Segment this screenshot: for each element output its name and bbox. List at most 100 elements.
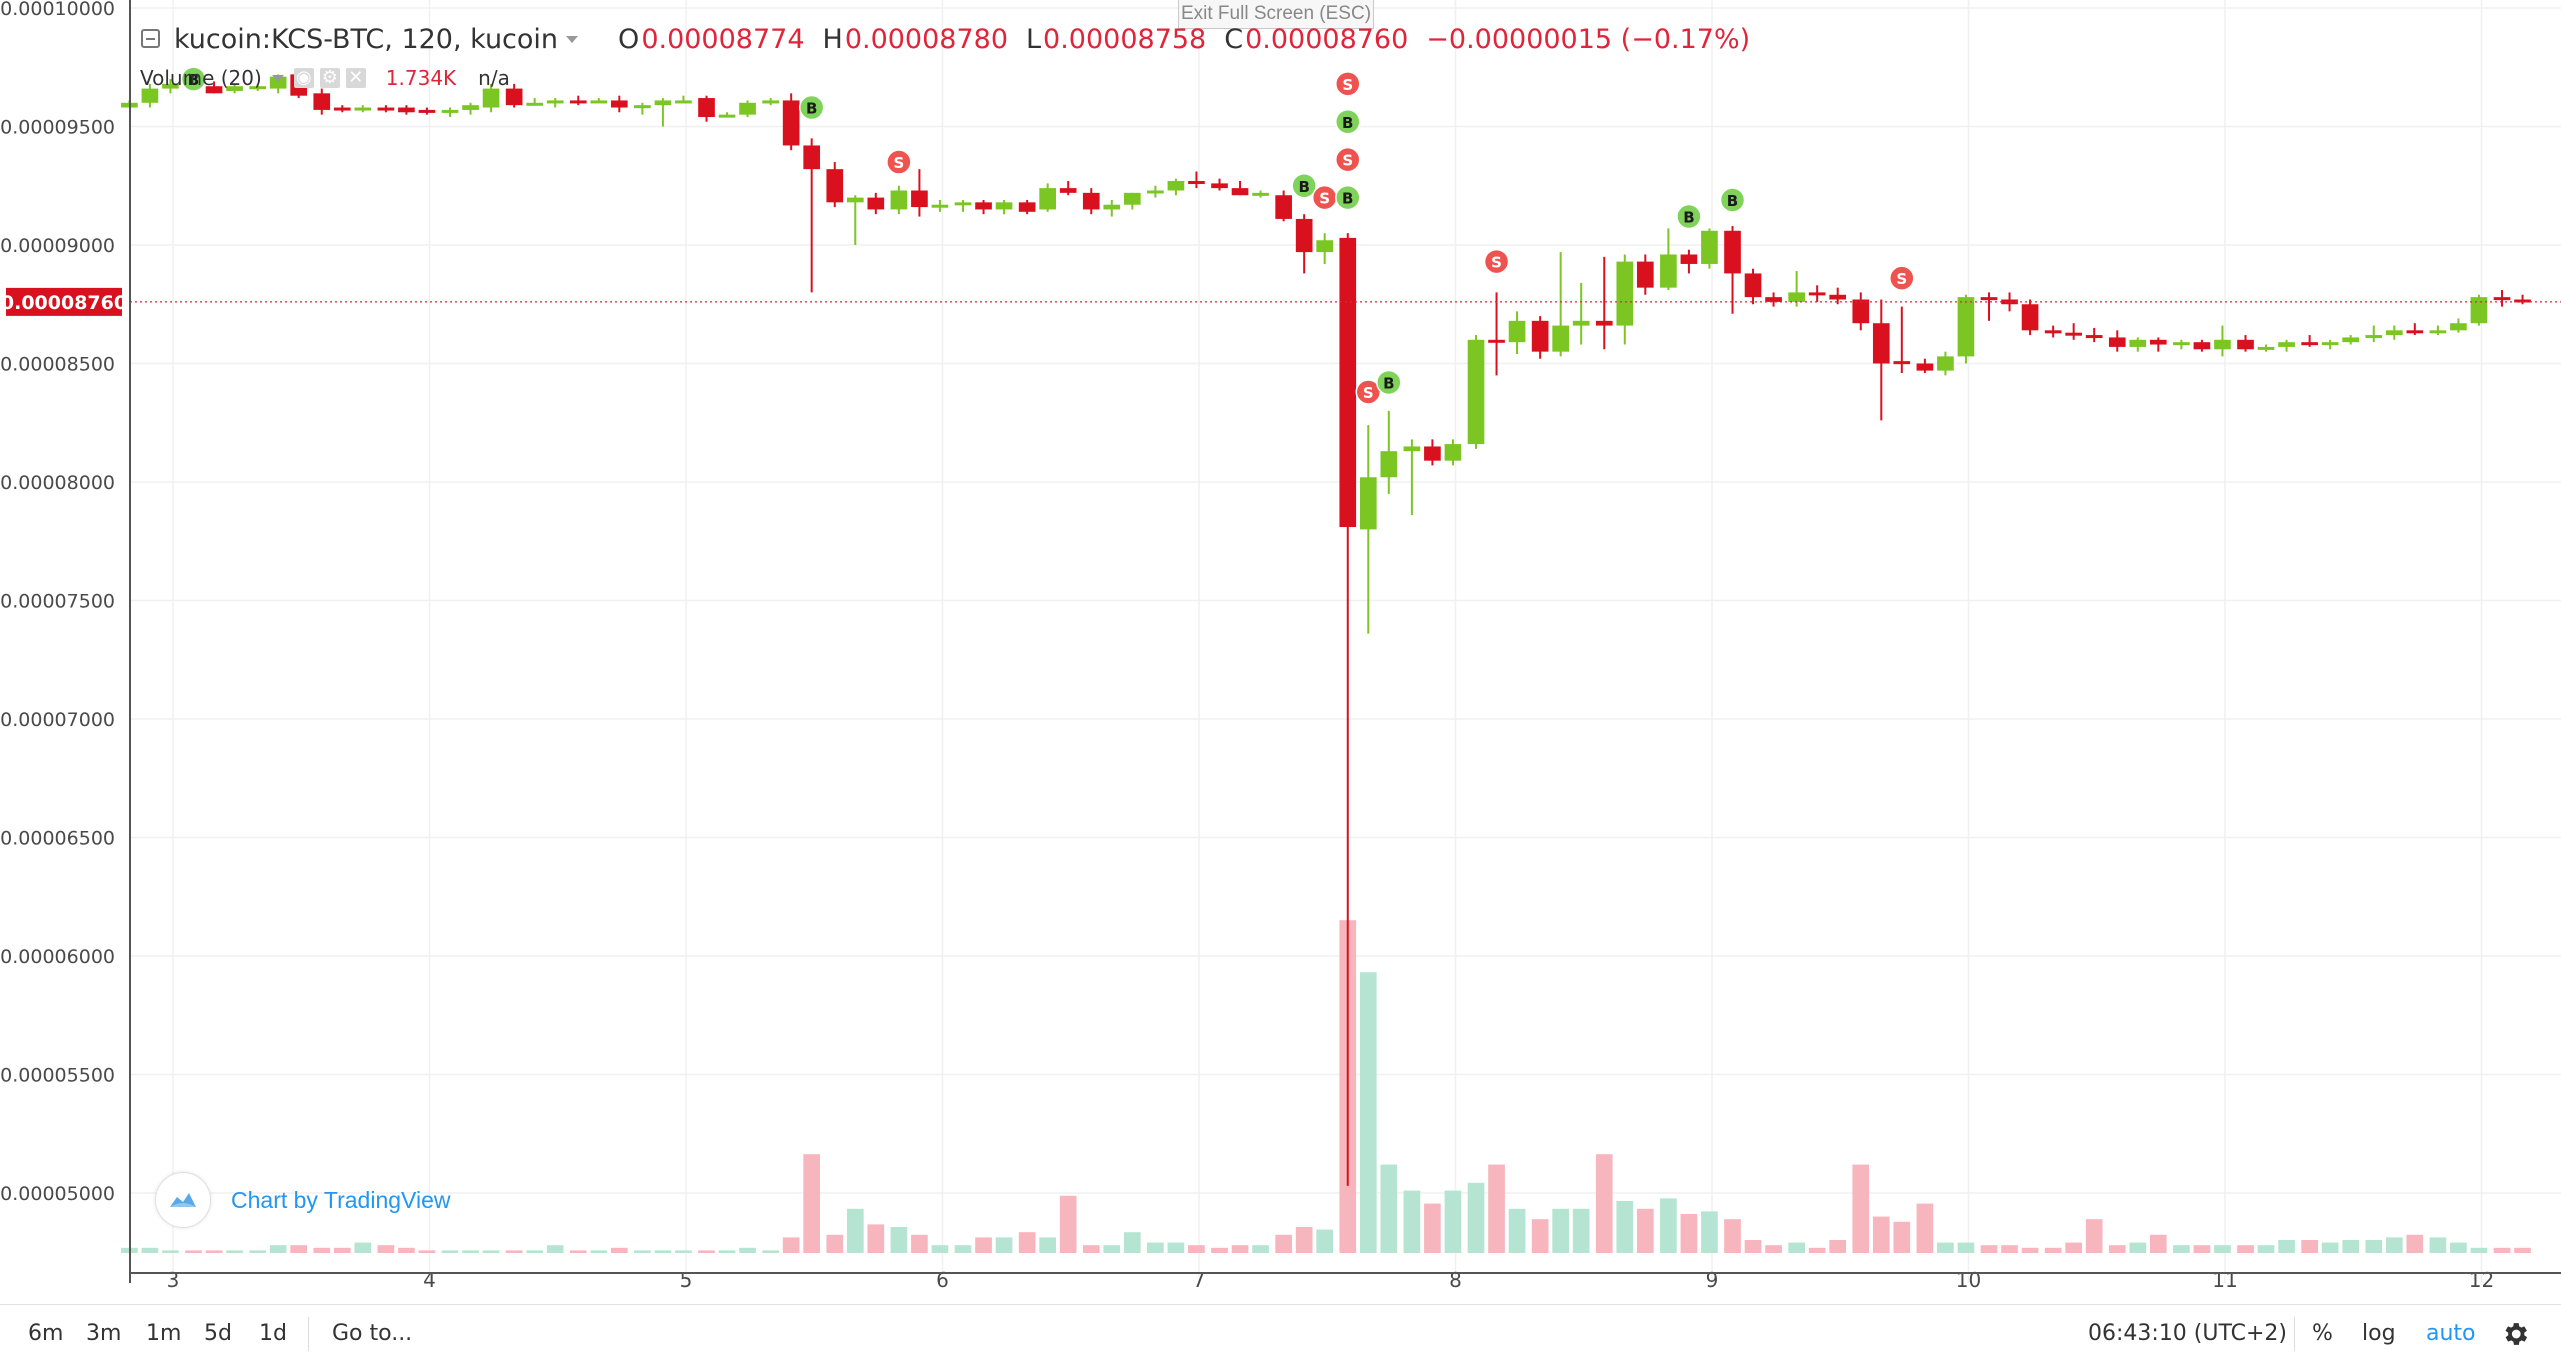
symbol-title[interactable]: kucoin:KCS-BTC, 120, kucoin <box>174 24 559 55</box>
candle-body <box>162 83 179 89</box>
sell-marker[interactable]: S <box>1311 184 1338 211</box>
buy-marker[interactable]: B <box>1676 203 1702 230</box>
candle-body <box>2493 297 2511 301</box>
range-1d-button[interactable]: 1d <box>259 1321 287 1346</box>
volume-value: 1.734K <box>385 66 457 90</box>
volume-bar <box>1167 1242 1185 1253</box>
chevron-down-icon[interactable] <box>566 36 579 43</box>
buy-marker[interactable]: B <box>1335 184 1361 211</box>
chevron-down-icon[interactable] <box>271 74 284 82</box>
candle-body <box>354 107 372 111</box>
volume-bar <box>546 1245 564 1253</box>
x-tick-label: 4 <box>423 1268 436 1292</box>
volume-bar <box>762 1250 779 1253</box>
buy-marker[interactable]: B <box>1719 187 1746 213</box>
buy-marker[interactable]: B <box>1291 173 1317 199</box>
candle-body <box>2065 332 2082 336</box>
y-tick-label: 0.00007500 <box>0 591 115 613</box>
volume-bar <box>1295 1227 1313 1253</box>
high-value: 0.00008780 <box>844 24 1008 55</box>
sell-marker[interactable]: S <box>1335 146 1361 173</box>
candle-body <box>1339 237 1357 528</box>
log-scale-toggle[interactable]: log <box>2362 1321 2396 1346</box>
range-3m-button[interactable]: 3m <box>86 1321 122 1346</box>
volume-bar <box>911 1234 928 1253</box>
volume-bar <box>1359 972 1377 1253</box>
clock-timezone[interactable]: 06:43:10 (UTC+2) <box>2088 1321 2288 1346</box>
volume-bar <box>1488 1164 1505 1253</box>
volume-bar <box>377 1245 395 1253</box>
candle-body <box>654 100 672 106</box>
volume-bar <box>2301 1240 2318 1253</box>
candle-body <box>1893 361 1911 365</box>
volume-bar <box>205 1250 223 1253</box>
marker-label: B <box>1727 192 1738 210</box>
candle-body <box>2278 342 2295 347</box>
candle-body <box>995 202 1013 210</box>
close-icon[interactable]: ✕ <box>345 68 366 88</box>
candle-body <box>1531 320 1549 352</box>
candle-body <box>1295 218 1313 253</box>
candlestick-series <box>121 69 2531 1186</box>
candle-body <box>590 100 608 104</box>
auto-scale-toggle[interactable]: auto <box>2426 1321 2476 1346</box>
last-price-label: 0.00008760 <box>1 292 127 314</box>
sell-marker[interactable]: S <box>1335 71 1361 97</box>
volume-bar <box>526 1250 543 1253</box>
eye-icon[interactable]: ◉ <box>293 68 314 88</box>
buy-marker[interactable]: B <box>1335 109 1361 135</box>
candle-body <box>1167 181 1185 191</box>
marker-label: S <box>1896 270 1907 288</box>
range-1m-button[interactable]: 1m <box>146 1321 182 1346</box>
volume-bar <box>1765 1245 1782 1253</box>
buy-marker[interactable]: B <box>798 94 825 121</box>
tradingview-attribution[interactable]: Chart by TradingView <box>155 1172 450 1228</box>
sell-marker[interactable]: S <box>1483 248 1510 275</box>
volume-bar <box>2470 1247 2488 1253</box>
candle-body <box>1275 195 1292 219</box>
settings-gear-icon[interactable] <box>2500 1319 2530 1349</box>
collapse-legend-button[interactable] <box>141 29 160 48</box>
volume-bar <box>1252 1245 1269 1253</box>
volume-bar <box>1893 1221 1911 1253</box>
volume-bar <box>975 1237 992 1253</box>
goto-date-button[interactable]: Go to... <box>332 1321 413 1346</box>
candle-body <box>1444 444 1462 461</box>
range-5d-button[interactable]: 5d <box>204 1321 232 1346</box>
volume-bar <box>2385 1237 2403 1253</box>
volume-bar <box>441 1250 459 1253</box>
volume-bar <box>2085 1219 2103 1253</box>
y-tick-label: 0.00006500 <box>0 828 115 850</box>
volume-bar <box>1916 1203 1934 1253</box>
gear-icon[interactable]: ⚙ <box>319 67 340 88</box>
candle-body <box>698 98 715 118</box>
volume-indicator-label[interactable]: Volume (20) <box>140 66 262 90</box>
volume-bar <box>1188 1245 1205 1253</box>
marker-label: S <box>893 154 904 172</box>
percent-scale-toggle[interactable]: % <box>2312 1321 2333 1346</box>
candle-body <box>1059 188 1077 193</box>
volume-bar <box>1788 1242 1805 1253</box>
candle-body <box>1211 183 1228 189</box>
candle-body <box>803 145 821 170</box>
y-tick-label: 0.00008000 <box>0 472 115 494</box>
volume-bar <box>141 1247 159 1253</box>
candle-body <box>2321 342 2339 346</box>
sell-marker[interactable]: S <box>1889 265 1915 291</box>
sell-marker[interactable]: S <box>886 149 912 175</box>
volume-bar <box>1595 1154 1613 1253</box>
buy-marker[interactable]: B <box>180 66 207 92</box>
tradingview-link[interactable]: Chart by TradingView <box>231 1186 451 1213</box>
buy-marker[interactable]: B <box>1376 369 1402 396</box>
candle-body <box>1424 446 1441 461</box>
low-label: L <box>1026 24 1042 55</box>
volume-bar <box>2044 1247 2062 1253</box>
candle-body <box>205 86 223 94</box>
candle-body <box>1808 292 1826 296</box>
volume-bar <box>1380 1164 1398 1253</box>
y-tick-label: 0.00005000 <box>0 1183 115 1205</box>
exit-fullscreen-tooltip[interactable]: Exit Full Screen (ESC) <box>1178 0 1374 29</box>
candle-body <box>1082 192 1100 210</box>
range-6m-button[interactable]: 6m <box>28 1321 64 1346</box>
